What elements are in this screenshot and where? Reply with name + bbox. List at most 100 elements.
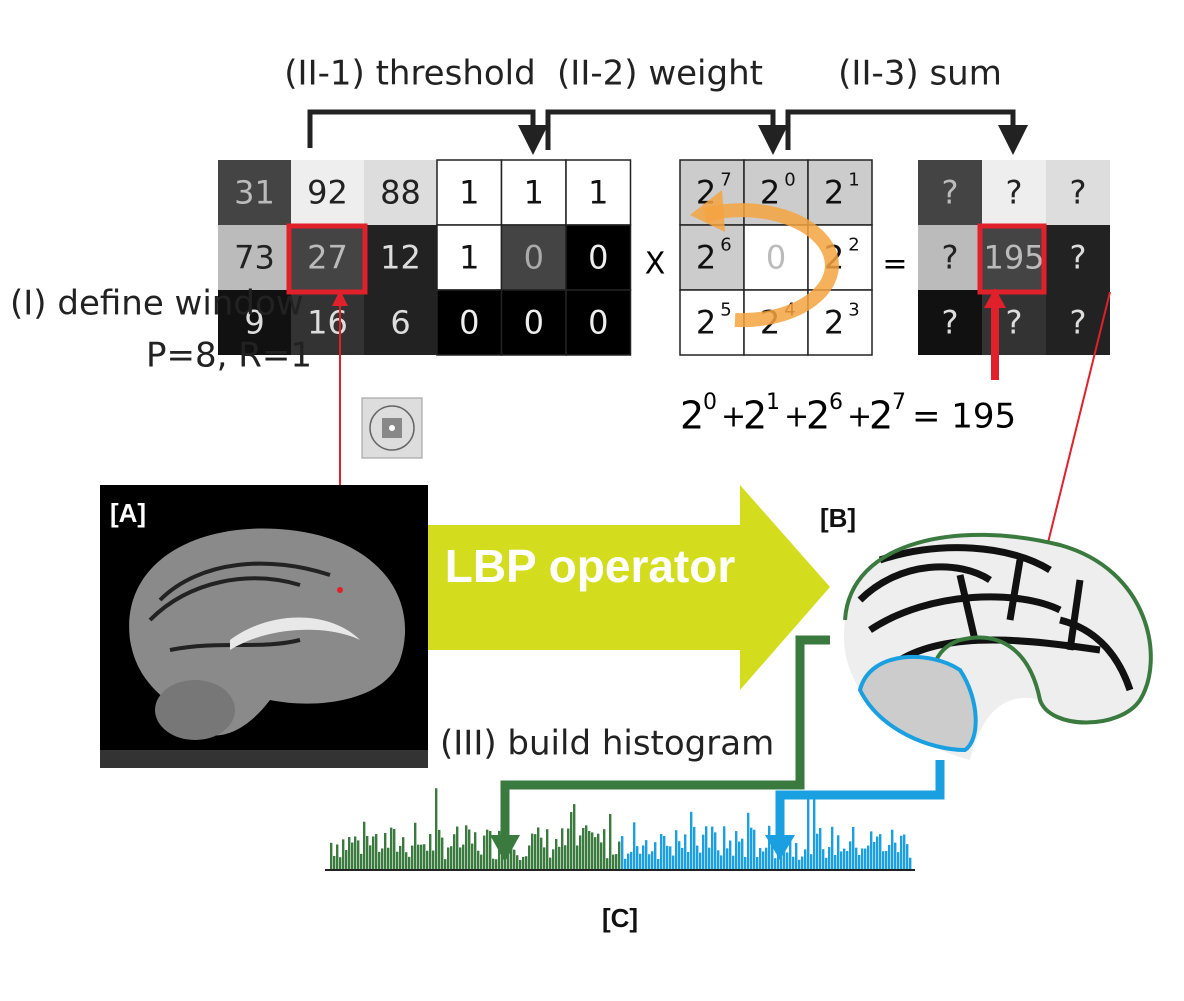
histogram-bar — [384, 833, 386, 870]
histogram-bar — [450, 846, 452, 870]
histogram-bar — [888, 845, 890, 870]
histogram-bar — [597, 834, 599, 870]
cell-exp: 7 — [720, 170, 731, 191]
histogram-bar — [852, 827, 854, 870]
histogram-bar — [420, 845, 422, 870]
histogram-bar — [462, 845, 464, 870]
brackets — [310, 112, 1013, 150]
histogram-bar — [390, 828, 392, 870]
histogram-bar — [543, 847, 545, 870]
histogram-bar — [429, 834, 431, 870]
histogram-bar — [585, 825, 587, 870]
histogram-bar — [624, 859, 626, 870]
histogram-bar — [786, 852, 788, 870]
histogram-bar — [369, 845, 371, 870]
histogram-bar — [378, 852, 380, 870]
cell-value: 1 — [459, 174, 479, 212]
histogram-bar — [702, 835, 704, 870]
cell-value: ? — [942, 239, 959, 277]
histogram-bar — [576, 845, 578, 870]
histogram-bar — [651, 851, 653, 870]
histogram-bar — [711, 827, 713, 870]
histogram-bar — [825, 858, 827, 870]
histogram-bar — [414, 823, 416, 870]
cell-value: 0 — [588, 239, 608, 277]
histogram-bar — [723, 826, 725, 870]
histogram-bar — [726, 848, 728, 870]
step-label: (II-3) sum — [838, 54, 1002, 94]
histogram-bar — [765, 848, 767, 870]
histogram-bar — [591, 832, 593, 870]
histogram-bar — [720, 855, 722, 870]
histogram-bar — [690, 812, 692, 870]
panel-label: [B] — [820, 503, 856, 533]
histogram-bar — [900, 836, 902, 870]
histogram-bar — [552, 849, 554, 870]
histogram-bar — [828, 847, 830, 870]
green-arrowhead — [490, 835, 520, 862]
histogram-bar — [612, 855, 614, 870]
histogram-bar — [459, 847, 461, 870]
histogram-bar — [426, 851, 428, 870]
histogram-bar — [870, 831, 872, 870]
formula-exp: 6 — [829, 390, 843, 415]
histogram-bar — [558, 847, 560, 870]
histogram-bar — [738, 842, 740, 870]
histogram-bar — [387, 848, 389, 870]
brain-b — [844, 535, 1151, 760]
histogram-bar — [531, 834, 533, 870]
histogram-bar — [609, 814, 611, 870]
histogram-bar — [672, 856, 674, 870]
cell-value: 0 — [524, 304, 544, 342]
histogram-bar — [756, 857, 758, 870]
histogram-bar — [744, 857, 746, 870]
histogram-bar — [399, 846, 401, 870]
histogram-bar — [570, 812, 572, 870]
histogram-bar — [813, 792, 815, 870]
histogram-bar — [717, 850, 719, 870]
histogram-bar — [435, 788, 437, 870]
histogram-bar — [885, 851, 887, 870]
histogram-bar — [600, 842, 602, 870]
histogram-bar — [822, 849, 824, 870]
histogram-bar — [444, 859, 446, 870]
histogram-bar — [561, 828, 563, 870]
cell-value: 195 — [983, 239, 1044, 277]
cell-exp: 6 — [720, 235, 731, 256]
histogram-bar — [891, 830, 893, 870]
panel-label: [A] — [110, 498, 146, 528]
histogram-bar — [471, 844, 473, 870]
histogram-bar — [564, 845, 566, 870]
histogram-bar — [804, 849, 806, 870]
formula-exp: 1 — [766, 390, 780, 415]
cell-exp: 5 — [720, 300, 731, 321]
histogram-bar — [867, 846, 869, 870]
histogram-bar — [417, 845, 419, 870]
histogram-bar — [615, 854, 617, 870]
histogram-bar — [579, 835, 581, 870]
histogram-bar — [504, 858, 506, 870]
histogram-bar — [819, 828, 821, 870]
histogram-bar — [687, 852, 689, 870]
panel-label: [C] — [602, 903, 638, 933]
histogram-bar — [642, 845, 644, 870]
histogram-bar — [861, 848, 863, 870]
histogram-bar — [678, 841, 680, 870]
histogram-bar — [438, 830, 440, 870]
histogram-bar — [405, 852, 407, 870]
histogram-bar — [834, 855, 836, 870]
cell-value: 0 — [459, 304, 479, 342]
histogram-bar — [468, 829, 470, 870]
histogram-bar — [408, 857, 410, 870]
histogram-bar — [474, 832, 476, 870]
histogram-bar — [393, 829, 395, 870]
histogram-bar — [768, 826, 770, 870]
histogram-bar — [567, 829, 569, 870]
histogram-bar — [792, 857, 794, 870]
formula-exp: 0 — [703, 390, 717, 415]
histogram-bar — [582, 828, 584, 870]
histogram-bar — [882, 851, 884, 870]
histogram-bar — [411, 846, 413, 870]
histogram-bar — [339, 857, 341, 870]
cell-value: 0 — [588, 304, 608, 342]
